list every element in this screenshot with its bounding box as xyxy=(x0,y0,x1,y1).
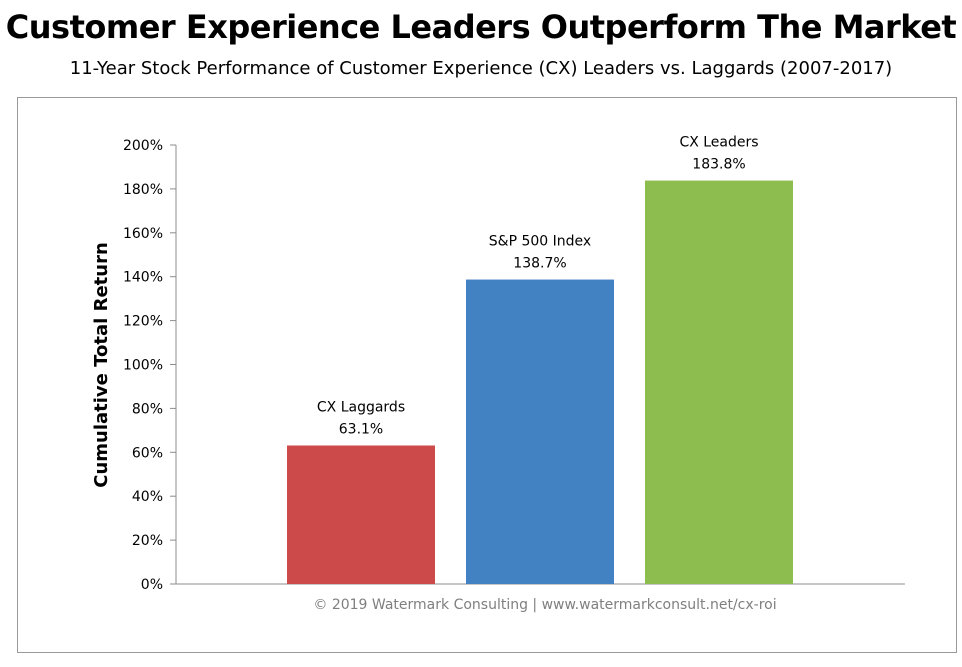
y-tick-label: 40% xyxy=(132,489,163,505)
bar-value-label: 63.1% xyxy=(339,421,383,437)
chart-title: Customer Experience Leaders Outperform T… xyxy=(5,8,957,46)
bar-value-label: 138.7% xyxy=(513,256,566,272)
bar-2 xyxy=(466,279,614,584)
y-tick-label: 80% xyxy=(132,401,163,417)
y-tick-label: 100% xyxy=(123,358,163,374)
y-tick-label: 20% xyxy=(132,533,163,549)
y-tick-label: 160% xyxy=(123,226,163,242)
chart-frame xyxy=(17,97,957,653)
y-tick-label: 180% xyxy=(123,182,163,198)
bar-value-label: 183.8% xyxy=(692,157,745,173)
y-tick-label: 200% xyxy=(123,138,163,154)
y-axis-label: Cumulative Total Return xyxy=(91,242,112,488)
y-tick-label: 120% xyxy=(123,314,163,330)
y-tick-label: 0% xyxy=(141,577,163,593)
copyright-footer: © 2019 Watermark Consulting | www.waterm… xyxy=(313,597,776,613)
bar-category-label: CX Laggards xyxy=(317,399,405,415)
chart-subtitle: 11-Year Stock Performance of Customer Ex… xyxy=(69,58,893,79)
bar-3 xyxy=(645,180,793,584)
bar-category-label: CX Leaders xyxy=(679,135,758,151)
y-tick-label: 60% xyxy=(132,445,163,461)
y-tick-label: 140% xyxy=(123,270,163,286)
bar-category-label: S&P 500 Index xyxy=(489,234,591,250)
bar-1 xyxy=(287,445,435,584)
